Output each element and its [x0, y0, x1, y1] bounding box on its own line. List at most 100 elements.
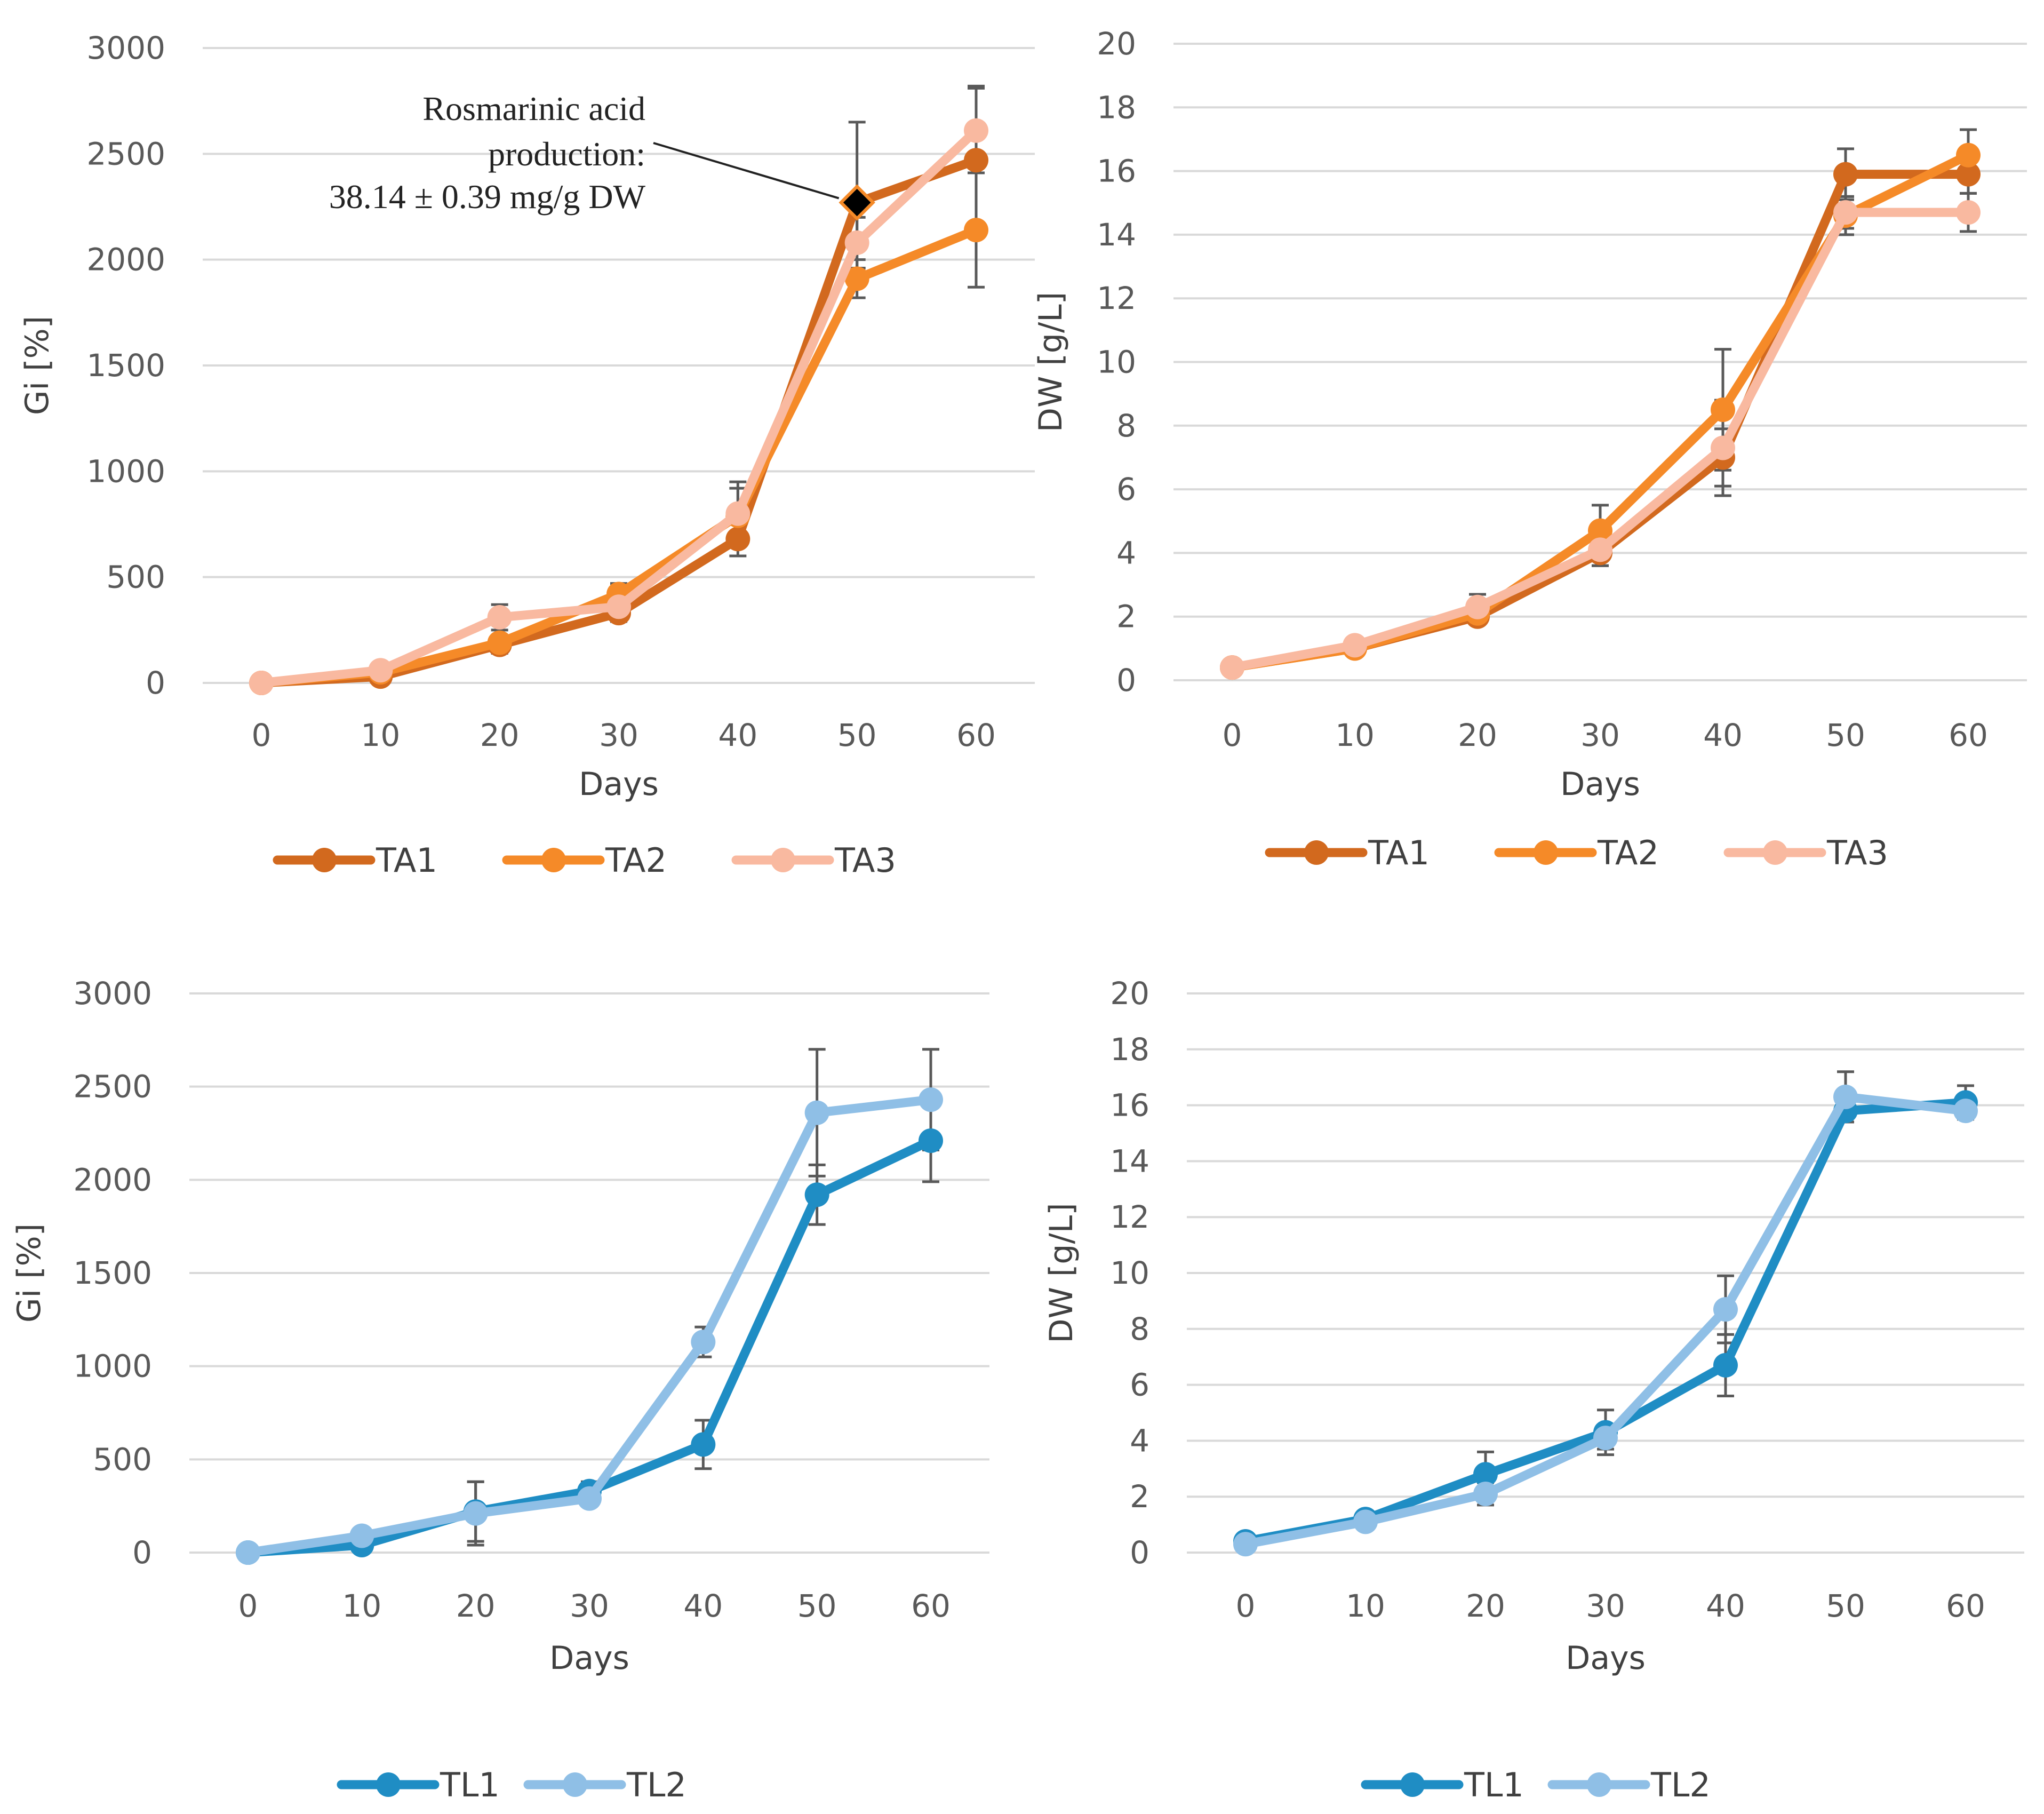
legend-item-tl2: TL2 — [523, 1765, 686, 1804]
series-line-ta2 — [1227, 150, 1973, 672]
data-point-ta3 — [1220, 655, 1244, 680]
legend-swatch-marker — [563, 1772, 587, 1797]
x-tick-label: 20 — [456, 1588, 496, 1624]
legend-label: TL2 — [1650, 1765, 1711, 1804]
x-tick-label: 0 — [1236, 1588, 1256, 1624]
y-axis-title: DW [g/L] — [1032, 292, 1069, 432]
data-point-tl2 — [236, 1540, 260, 1565]
legend-label: TA3 — [1826, 833, 1888, 872]
x-tick-label: 40 — [683, 1588, 723, 1624]
y-tick-label: 2000 — [73, 1161, 152, 1198]
x-tick-label: 50 — [1826, 717, 1865, 753]
x-tick-label: 30 — [1580, 717, 1620, 753]
data-point-ta3 — [1833, 200, 1858, 225]
data-point-ta1 — [1956, 162, 1981, 187]
x-tick-label: 60 — [1946, 1588, 1985, 1624]
series-line-ta3 — [1227, 208, 1973, 672]
legend-item-ta3: TA3 — [1723, 833, 1888, 872]
data-point-tl1 — [691, 1432, 716, 1457]
data-point-tl2 — [1833, 1084, 1858, 1109]
legend-item-ta1: TA1 — [1265, 833, 1430, 872]
y-tick-label: 20 — [1097, 26, 1136, 62]
y-tick-label: 16 — [1097, 153, 1136, 189]
y-tick-label: 1500 — [86, 347, 165, 384]
data-point-ta3 — [487, 605, 512, 630]
y-tick-label: 1000 — [86, 453, 165, 489]
data-point-ta1 — [964, 148, 988, 173]
x-axis-title: Days — [1566, 1640, 1646, 1677]
x-tick-label: 20 — [1458, 717, 1497, 753]
y-tick-label: 0 — [132, 1534, 152, 1571]
data-point-tl1 — [804, 1182, 829, 1207]
data-point-ta3 — [964, 118, 988, 143]
x-tick-label: 50 — [1826, 1588, 1865, 1624]
legend-item-tl1: TL1 — [337, 1765, 500, 1804]
legend-swatch-marker — [1304, 840, 1329, 865]
y-tick-label: 8 — [1116, 408, 1136, 444]
x-tick-label: 20 — [480, 717, 520, 753]
data-point-ta2 — [1588, 518, 1612, 543]
y-tick-label: 12 — [1110, 1199, 1149, 1235]
y-tick-label: 1500 — [73, 1255, 152, 1291]
data-point-tl2 — [1953, 1099, 1978, 1124]
data-point-tl1 — [1473, 1462, 1498, 1487]
y-tick-label: 4 — [1130, 1422, 1149, 1459]
data-point-ta3 — [1956, 200, 1981, 225]
data-point-ta3 — [1465, 594, 1490, 619]
legend-item-tl1: TL1 — [1361, 1765, 1524, 1804]
legend-item-ta2: TA2 — [1494, 833, 1659, 872]
y-tick-label: 18 — [1110, 1031, 1149, 1068]
y-tick-label: 18 — [1097, 89, 1136, 125]
legend-label: TA1 — [376, 841, 437, 880]
data-point-ta3 — [725, 501, 750, 526]
annotation-line: production: — [488, 135, 645, 173]
y-tick-label: 0 — [1116, 662, 1136, 698]
x-tick-label: 60 — [956, 717, 996, 753]
y-tick-label: 500 — [106, 559, 165, 595]
chart-gi-tl: 0 500 1000 1500 2000 2500 3000 0 10 20 30 40 50 60 Day… — [11, 975, 989, 1804]
data-point-ta2 — [964, 218, 988, 243]
legend: TA1 TA2 TA3 — [1265, 833, 1888, 872]
y-tick-label: 14 — [1110, 1143, 1149, 1179]
data-point-ta3 — [1588, 537, 1612, 562]
y-tick-label: 500 — [93, 1441, 152, 1477]
x-tick-label: 10 — [342, 1588, 381, 1624]
data-point-ta2 — [1711, 397, 1735, 422]
legend-label: TA1 — [1368, 833, 1430, 872]
data-point-ta3 — [844, 230, 869, 255]
chart-dw-tl: 0 2 4 6 8 10 12 14 16 18 20 0 10 20 30 40 50 60 Days DW [g/… — [1043, 975, 2024, 1804]
data-point-ta1 — [725, 527, 750, 552]
series-line-ta1 — [1227, 170, 1973, 672]
data-point-ta3 — [368, 658, 393, 683]
data-point-tl2 — [1473, 1481, 1498, 1506]
legend-swatch-marker — [771, 848, 795, 872]
x-tick-label: 10 — [1346, 1588, 1385, 1624]
legend-item-ta1: TA1 — [273, 841, 437, 880]
data-point-ta3 — [249, 671, 274, 695]
legend-item-tl2: TL2 — [1547, 1765, 1711, 1804]
y-tick-label: 3000 — [86, 30, 165, 66]
x-tick-label: 0 — [1223, 717, 1242, 753]
y-tick-label: 0 — [146, 665, 165, 701]
data-point-tl2 — [1353, 1509, 1378, 1534]
data-point-ta2 — [844, 266, 869, 291]
y-tick-label: 2500 — [86, 136, 165, 172]
y-tick-label: 10 — [1097, 344, 1136, 380]
y-tick-label: 12 — [1097, 280, 1136, 316]
legend-label: TA3 — [834, 841, 896, 880]
y-axis-title: Gi [%] — [11, 1223, 48, 1323]
legend-label: TL2 — [626, 1765, 686, 1804]
y-tick-label: 4 — [1116, 535, 1136, 571]
data-point-ta3 — [1711, 435, 1735, 460]
x-axis-title: Days — [579, 766, 659, 803]
x-tick-label: 10 — [1335, 717, 1375, 753]
x-tick-label: 60 — [1949, 717, 1988, 753]
x-tick-label: 30 — [570, 1588, 609, 1624]
y-tick-label: 14 — [1097, 217, 1136, 253]
x-tick-label: 50 — [837, 717, 877, 753]
x-tick-label: 40 — [718, 717, 757, 753]
y-axis-title: Gi [%] — [19, 316, 56, 415]
data-point-tl2 — [1713, 1297, 1738, 1322]
legend-item-ta2: TA2 — [502, 841, 667, 880]
annotation-line: Rosmarinic acid — [422, 90, 645, 128]
